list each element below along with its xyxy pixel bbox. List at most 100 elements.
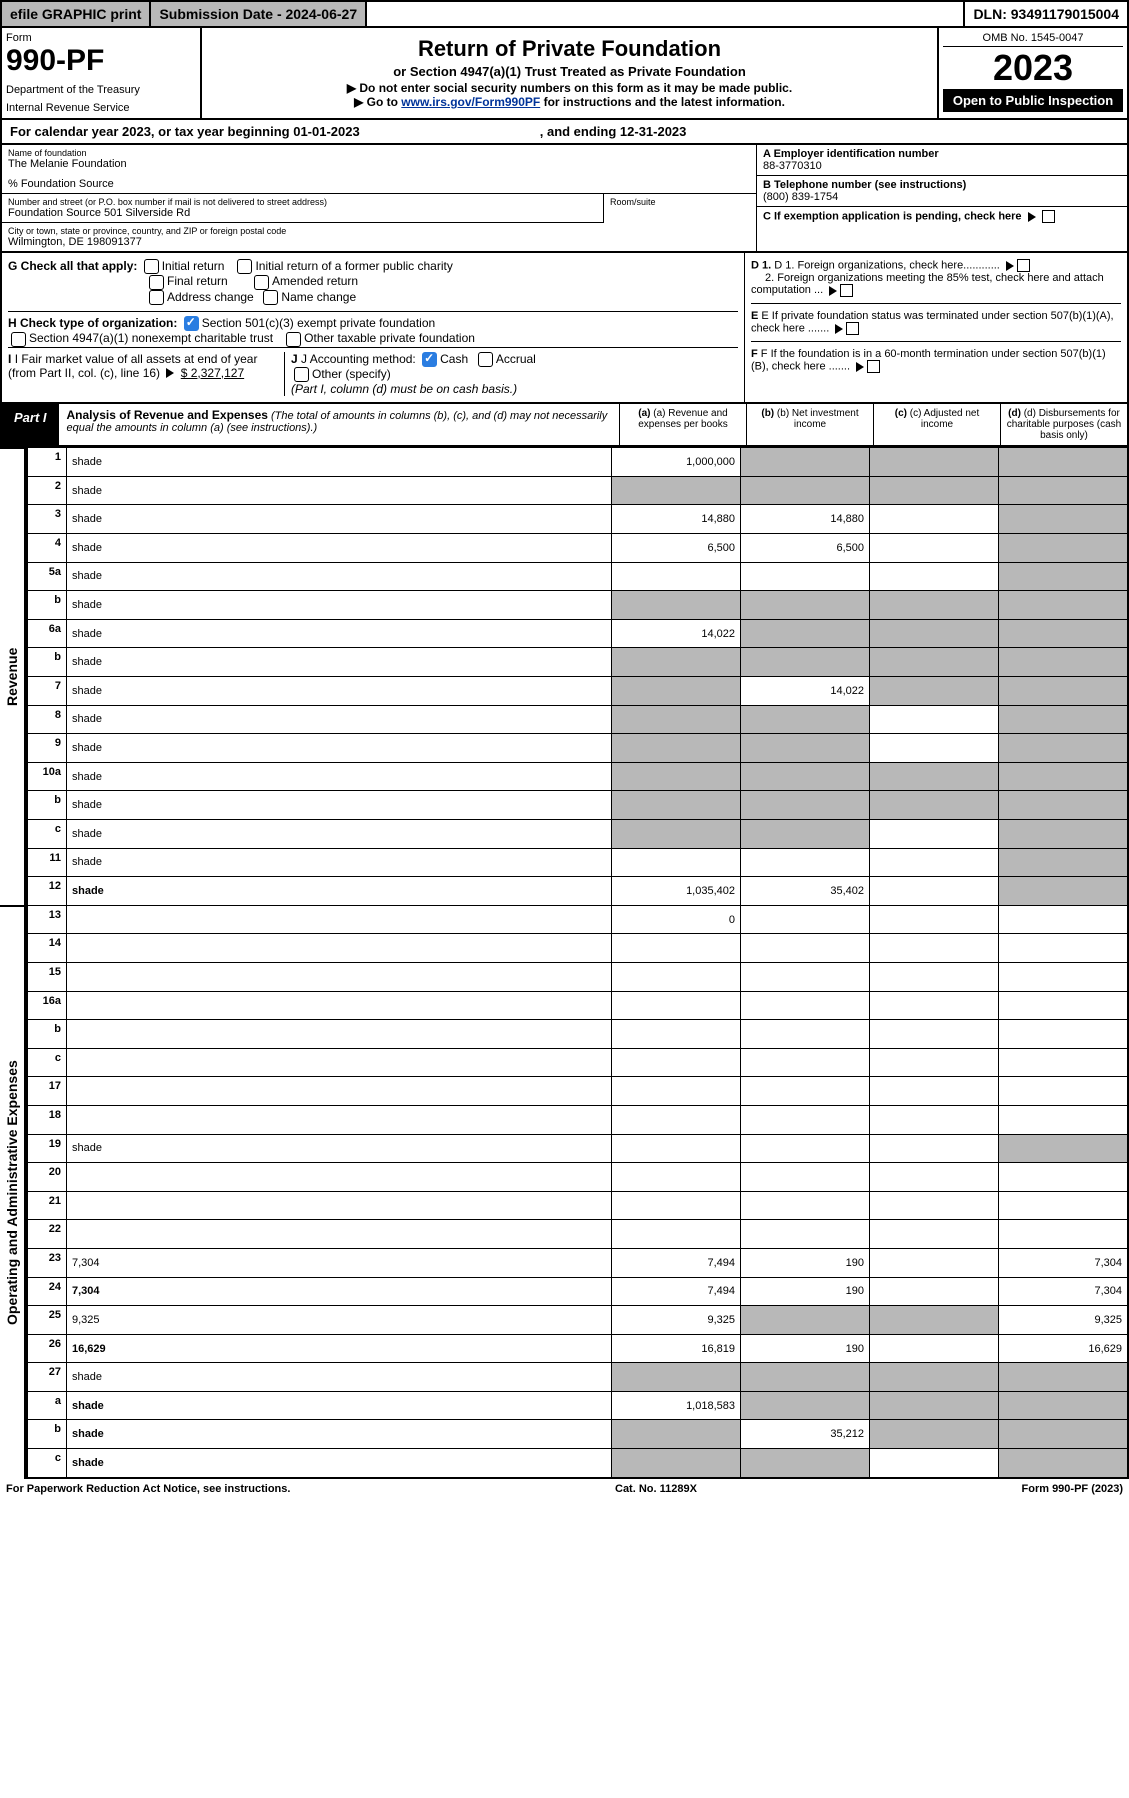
g-final-checkbox[interactable] [149, 275, 164, 290]
row-desc: 9,325 [67, 1306, 612, 1335]
row-num: 5a [27, 562, 67, 591]
amt-b [741, 1134, 870, 1163]
j-accrual-checkbox[interactable] [478, 352, 493, 367]
amt-c [870, 1277, 999, 1306]
amt-a: 9,325 [612, 1306, 741, 1335]
row-desc: shade [67, 848, 612, 877]
row-num: 26 [27, 1334, 67, 1363]
amt-d [999, 677, 1129, 706]
table-row: bshade [27, 591, 1128, 620]
row-num: 25 [27, 1306, 67, 1335]
form990pf-link[interactable]: www.irs.gov/Form990PF [401, 95, 540, 109]
amt-c [870, 1420, 999, 1449]
amt-c [870, 1363, 999, 1392]
amt-a [612, 1220, 741, 1249]
row-desc: shade [67, 1363, 612, 1392]
form-title: Return of Private Foundation [210, 36, 929, 62]
row-num: 27 [27, 1363, 67, 1392]
table-row: 13 0 [27, 905, 1128, 934]
table-row: 19shade [27, 1134, 1128, 1163]
row-desc: shade [67, 877, 612, 906]
table-row: 14 [27, 934, 1128, 963]
row-desc: shade [67, 1391, 612, 1420]
amt-a: 7,494 [612, 1248, 741, 1277]
amt-a: 1,018,583 [612, 1391, 741, 1420]
col-a-hdr: (a) (a) Revenue and expenses per books [619, 404, 746, 445]
amt-a: 7,494 [612, 1277, 741, 1306]
g-initial-former-checkbox[interactable] [237, 259, 252, 274]
row-num: c [27, 1048, 67, 1077]
row-num: b [27, 648, 67, 677]
amt-a [612, 562, 741, 591]
note-ssn: ▶ Do not enter social security numbers o… [210, 81, 929, 95]
d1-checkbox[interactable] [1017, 259, 1030, 272]
revenue-side-label: Revenue [0, 447, 26, 905]
table-row: 11shade [27, 848, 1128, 877]
h-other-checkbox[interactable] [286, 332, 301, 347]
col-c-hdr: (c) (c) Adjusted net income [873, 404, 1000, 445]
amt-c [870, 991, 999, 1020]
amt-a [612, 648, 741, 677]
row-desc: shade [67, 1449, 612, 1479]
amt-c [870, 677, 999, 706]
row-desc: shade [67, 820, 612, 849]
row-num: 1 [27, 448, 67, 477]
amt-b [741, 1449, 870, 1479]
c-cell: C If exemption application is pending, c… [757, 207, 1127, 226]
c-checkbox[interactable] [1042, 210, 1055, 223]
amt-a [612, 1077, 741, 1106]
amt-b [741, 1105, 870, 1134]
amt-b [741, 448, 870, 477]
table-row: bshade [27, 648, 1128, 677]
row-desc: shade [67, 1134, 612, 1163]
amt-b [741, 562, 870, 591]
table-row: cshade [27, 820, 1128, 849]
amt-d [999, 1048, 1129, 1077]
row-desc [67, 1191, 612, 1220]
j-cell: J J Accounting method: Cash Accrual Othe… [285, 352, 738, 397]
h-4947-checkbox[interactable] [11, 332, 26, 347]
row-num: 18 [27, 1105, 67, 1134]
amt-d [999, 1134, 1129, 1163]
row-desc [67, 991, 612, 1020]
amt-c [870, 619, 999, 648]
row-num: b [27, 1420, 67, 1449]
g-initial-checkbox[interactable] [144, 259, 159, 274]
g-amended-checkbox[interactable] [254, 275, 269, 290]
amt-a: 1,035,402 [612, 877, 741, 906]
amt-c [870, 1134, 999, 1163]
amt-b [741, 791, 870, 820]
d2-checkbox[interactable] [840, 284, 853, 297]
arrow-icon [1028, 212, 1036, 222]
amt-c [870, 1334, 999, 1363]
amt-b [741, 991, 870, 1020]
row-num: 8 [27, 705, 67, 734]
table-row: 6ashade 14,022 [27, 619, 1128, 648]
e-checkbox[interactable] [846, 322, 859, 335]
f-checkbox[interactable] [867, 360, 880, 373]
f-cell: F F If the foundation is in a 60-month t… [751, 342, 1121, 373]
arrow-icon [856, 362, 864, 372]
foundation-addr: Foundation Source 501 Silverside Rd [8, 207, 597, 219]
checks-right: D 1. D 1. Foreign organizations, check h… [744, 253, 1127, 402]
amt-c [870, 791, 999, 820]
amt-a [612, 734, 741, 763]
row-num: 6a [27, 619, 67, 648]
j-other-checkbox[interactable] [294, 367, 309, 382]
row-num: b [27, 591, 67, 620]
table-row: bshade 35,212 [27, 1420, 1128, 1449]
amt-b [741, 1020, 870, 1049]
row-num: 23 [27, 1248, 67, 1277]
efile-label: efile GRAPHIC print [2, 2, 151, 26]
h-501c3-checkbox[interactable] [184, 316, 199, 331]
row-desc: shade [67, 734, 612, 763]
row-num: b [27, 791, 67, 820]
row-desc: shade [67, 476, 612, 505]
row-num: 13 [27, 905, 67, 934]
amt-c [870, 1163, 999, 1192]
j-cash-checkbox[interactable] [422, 352, 437, 367]
g-address-checkbox[interactable] [149, 290, 164, 305]
table-row: 3shade 14,88014,880 [27, 505, 1128, 534]
g-name-checkbox[interactable] [263, 290, 278, 305]
row-num: 4 [27, 534, 67, 563]
